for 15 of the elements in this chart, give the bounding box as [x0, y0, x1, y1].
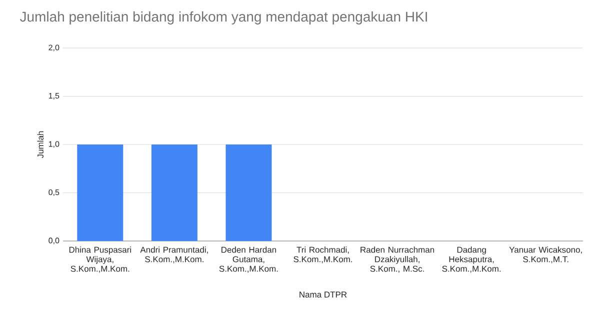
y-tick-label: 1,5 — [48, 92, 60, 100]
x-tick-label: Dhina Puspasari Wijaya, S.Kom.,M.Kom. — [69, 246, 131, 273]
x-tick-label: Deden Hardan Gutama, S.Kom.,M.Kom. — [219, 246, 278, 273]
x-tick-label: Yanuar Wicaksono, S.Kom.,M.T. — [509, 246, 582, 264]
y-axis-title: Jumlah — [37, 131, 44, 158]
y-tick-label: 0,5 — [48, 189, 60, 196]
x-tick-label: Raden Nurrachman Dzakiyullah, S.Kom., M.Sc. — [360, 246, 434, 273]
y-tick-label: 0,0 — [48, 238, 60, 244]
y-tick-label: 1,0 — [48, 141, 60, 148]
x-tick-label: Tri Rochmadi, S.Kom.,M.Kom. — [294, 246, 352, 264]
chart-title: Jumlah penelitian bidang infokom yang mendapat pengakuan HKI — [20, 11, 427, 24]
x-axis-title: Nama DTPR — [300, 292, 347, 298]
x-tick-label: Andri Pramuntadi, S.Kom.,M.Kom. — [140, 246, 208, 264]
x-tick-label: Dadang Heksaputra, S.Kom.,M.Kom. — [442, 246, 501, 273]
y-tick-label: 2,0 — [48, 44, 60, 52]
